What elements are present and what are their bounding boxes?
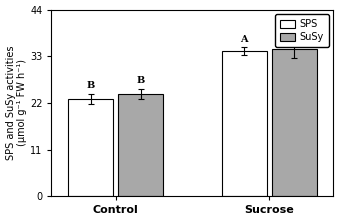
- Bar: [68, 99, 113, 196]
- Y-axis label: SPS and SuSy activities
(µmol g⁻¹ FW h⁻¹): SPS and SuSy activities (µmol g⁻¹ FW h⁻¹…: [5, 46, 27, 160]
- Text: B: B: [136, 76, 145, 85]
- Bar: [118, 94, 163, 196]
- Text: B: B: [86, 81, 95, 90]
- Bar: [272, 49, 317, 196]
- Text: A: A: [241, 34, 248, 44]
- Legend: SPS, SuSy: SPS, SuSy: [275, 14, 328, 47]
- Text: A: A: [291, 27, 298, 36]
- Bar: [222, 51, 267, 196]
